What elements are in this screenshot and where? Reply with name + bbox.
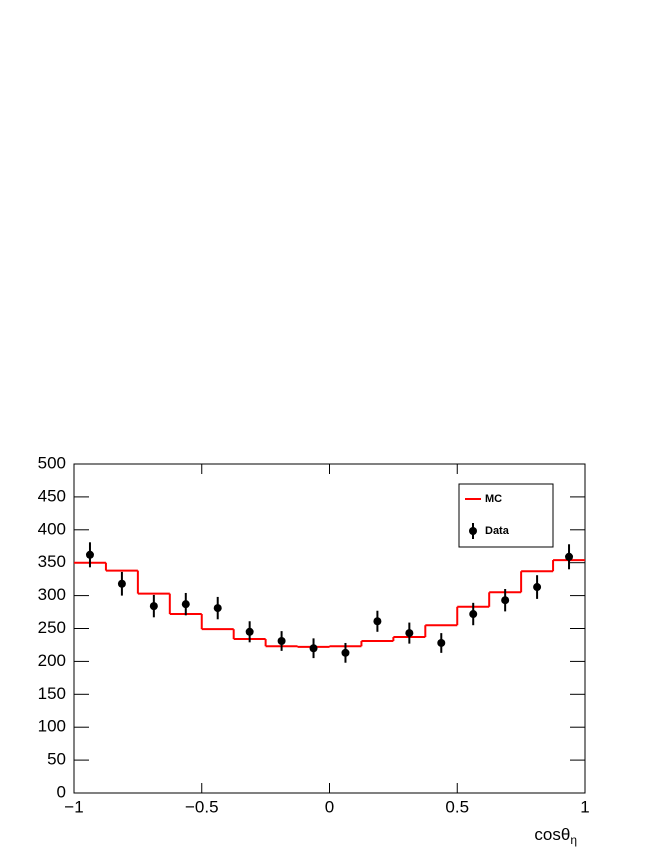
x-tick-label: 0 <box>325 797 334 816</box>
data-point <box>565 552 574 561</box>
data-point <box>469 610 478 619</box>
data-point <box>501 596 510 605</box>
data-point <box>405 629 414 638</box>
x-axis-label: cosθη <box>534 825 577 847</box>
data-point <box>437 638 446 647</box>
y-tick-label: 300 <box>38 585 66 604</box>
data-point <box>341 648 350 657</box>
legend-label: Data <box>485 525 510 537</box>
data-point <box>85 550 94 559</box>
x-axis-label-subscript: η <box>570 833 577 847</box>
y-tick-label: 350 <box>38 552 66 571</box>
data-point <box>213 604 222 613</box>
y-tick-label: 150 <box>38 684 66 703</box>
data-point <box>181 600 190 609</box>
y-tick-label: 0 <box>57 782 66 801</box>
y-tick-label: 200 <box>38 651 66 670</box>
legend-swatch <box>469 527 477 535</box>
y-tick-label: 400 <box>38 519 66 538</box>
legend-box <box>458 483 554 548</box>
data-point <box>533 583 542 592</box>
y-tick-label: 450 <box>38 486 66 505</box>
data-point <box>373 617 382 626</box>
data-point <box>309 644 318 653</box>
y-tick-label: 250 <box>38 618 66 637</box>
data-point <box>149 602 158 611</box>
data-point <box>117 579 126 588</box>
x-tick-label: 1 <box>580 797 589 816</box>
data-point <box>245 627 254 636</box>
y-tick-label: 50 <box>47 750 66 769</box>
legend-label: MC <box>485 493 502 505</box>
y-tick-label: 100 <box>38 717 66 736</box>
y-tick-label: 500 <box>38 453 66 472</box>
x-tick-label: −0.5 <box>185 797 219 816</box>
x-axis-label-main: cosθ <box>534 825 570 844</box>
x-tick-label: −1 <box>64 797 83 816</box>
x-tick-label: 0.5 <box>445 797 469 816</box>
data-point <box>277 637 286 646</box>
